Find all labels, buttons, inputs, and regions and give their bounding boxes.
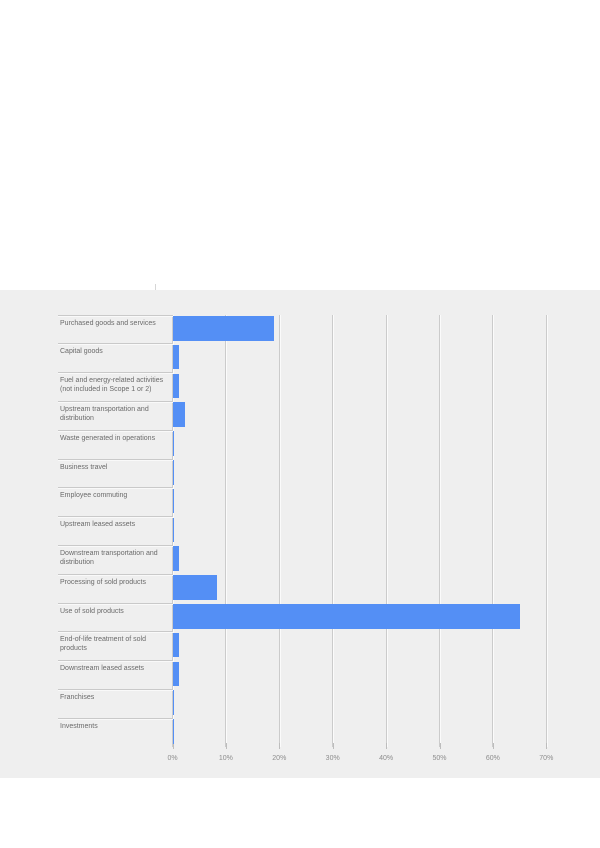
chart-panel (0, 290, 600, 778)
